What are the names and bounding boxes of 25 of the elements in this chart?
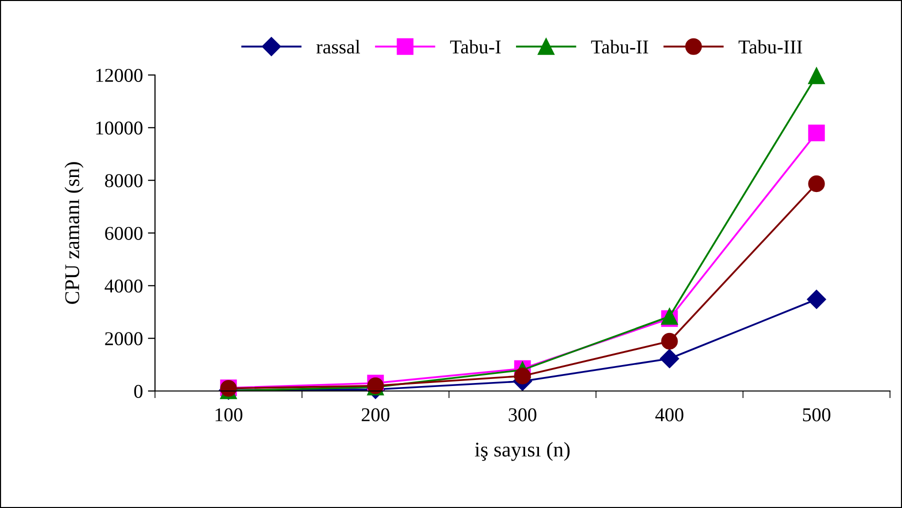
y-tick-label: 2000 <box>105 332 142 346</box>
legend-label: Tabu-III <box>738 40 802 54</box>
x-tick-label: 400 <box>655 408 684 422</box>
y-tick-label: 8000 <box>105 174 142 188</box>
point <box>808 67 825 84</box>
x-axis-title: iş sayısı (n) <box>474 442 570 461</box>
x-tick-label: 100 <box>216 408 242 422</box>
point <box>661 332 678 350</box>
legend-label: rassal <box>316 40 360 54</box>
point <box>806 290 826 309</box>
legend-label: Tabu-II <box>591 40 648 54</box>
point <box>514 368 531 384</box>
x-tick-label: 200 <box>362 408 390 422</box>
point <box>660 349 680 368</box>
y-tick-label: 12000 <box>96 68 142 82</box>
x-tick-label: 300 <box>508 408 536 422</box>
x-tick-label: 500 <box>803 408 830 422</box>
point <box>808 175 825 192</box>
y-tick-label: 6000 <box>105 226 142 240</box>
y-tick-label: 10000 <box>96 121 142 135</box>
y-tick-label: 0 <box>134 384 142 398</box>
y-tick-label: 4000 <box>104 279 142 293</box>
y-axis-title: CPU zamanı (sn) <box>64 162 84 304</box>
point <box>808 124 825 142</box>
legend-label: Tabu-I <box>450 40 501 54</box>
